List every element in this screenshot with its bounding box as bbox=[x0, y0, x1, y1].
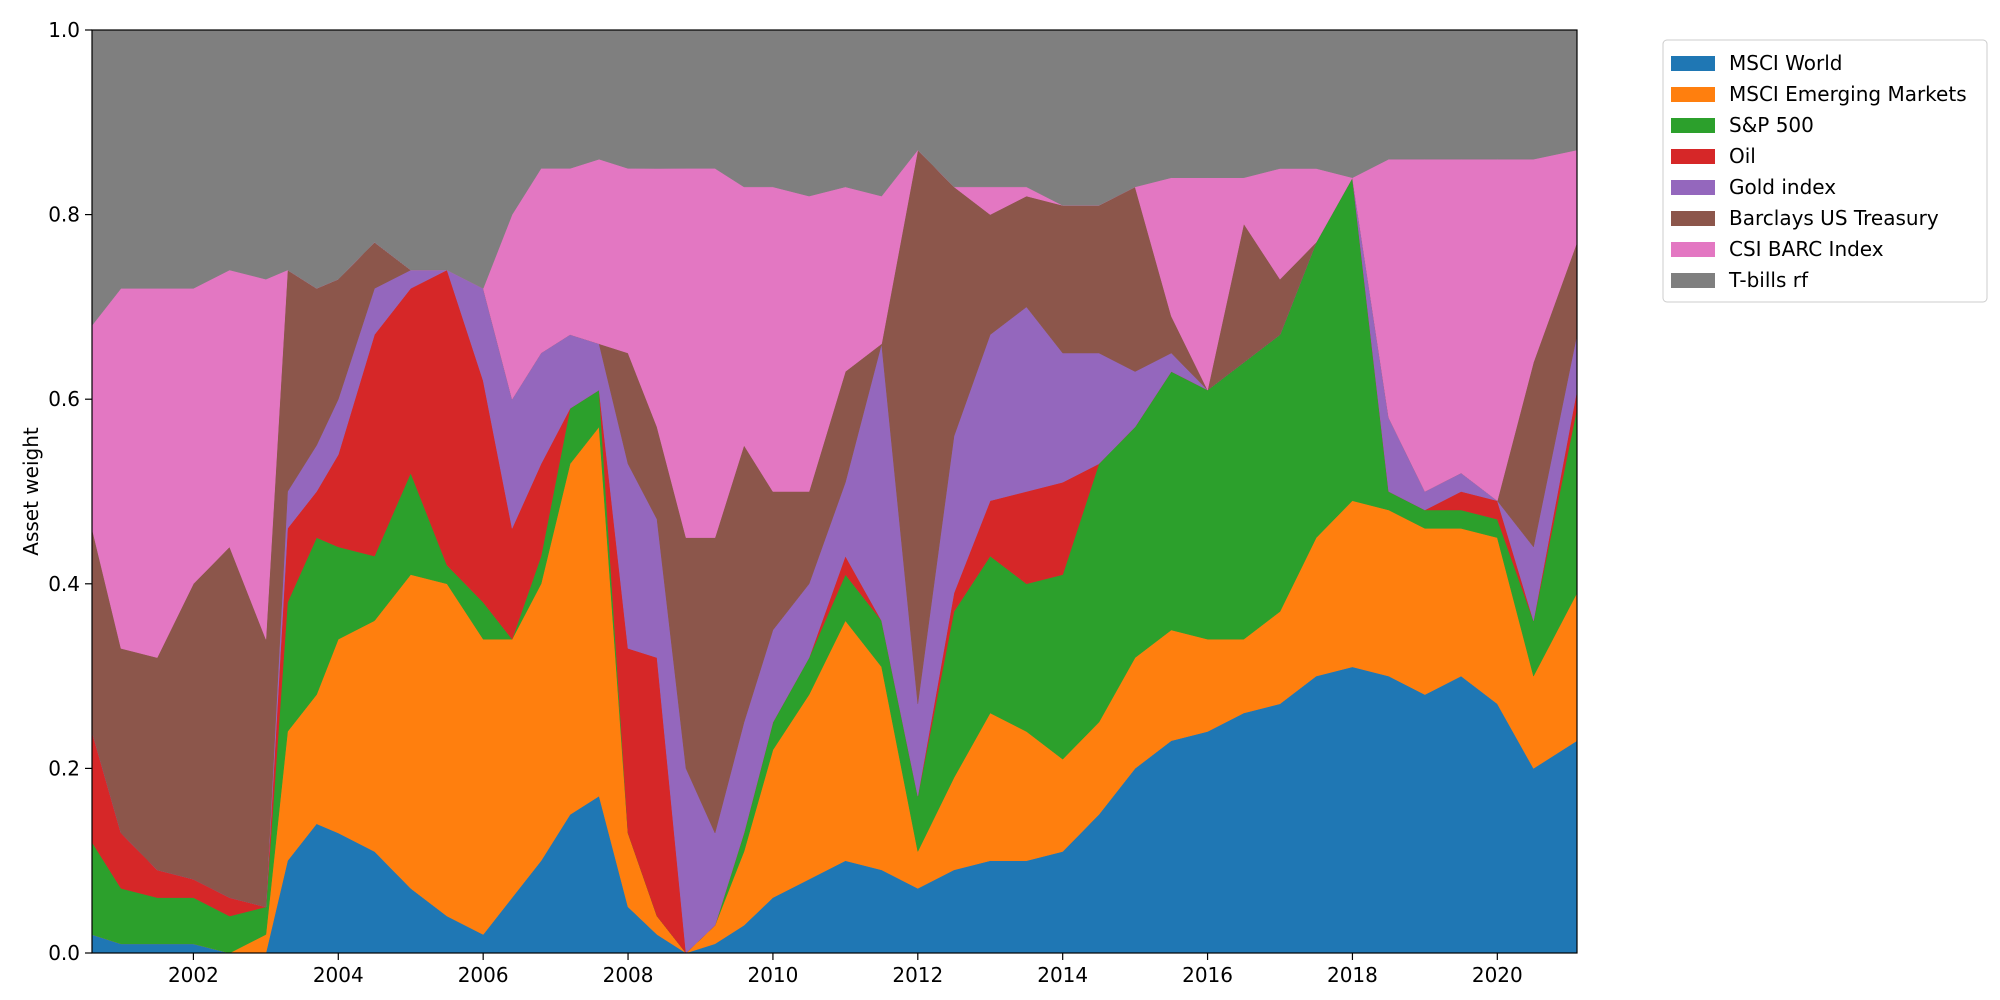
x-axis: 2002 2004 2006 2008 2010 2012 2014 2016 2018 2020 bbox=[168, 953, 1523, 987]
x-tick-label: 2008 bbox=[603, 963, 654, 987]
x-tick-label: 2002 bbox=[168, 963, 219, 987]
area-series-group bbox=[91, 29, 1578, 954]
legend-label: Barclays US Treasury bbox=[1729, 206, 1939, 230]
x-tick-label: 2004 bbox=[313, 963, 364, 987]
y-tick-label: 0.0 bbox=[48, 941, 80, 965]
legend-label: MSCI World bbox=[1729, 51, 1843, 75]
legend-swatch bbox=[1671, 87, 1715, 102]
legend-swatch bbox=[1671, 242, 1715, 257]
legend-swatch bbox=[1671, 180, 1715, 195]
x-tick-label: 2010 bbox=[747, 963, 798, 987]
y-tick-label: 0.4 bbox=[48, 572, 80, 596]
legend-swatch bbox=[1671, 118, 1715, 133]
y-tick-label: 1.0 bbox=[48, 18, 80, 42]
y-tick-label: 0.8 bbox=[48, 203, 80, 227]
x-tick-label: 2018 bbox=[1327, 963, 1378, 987]
legend-swatch bbox=[1671, 211, 1715, 226]
legend-label: S&P 500 bbox=[1729, 113, 1814, 137]
y-axis-label: Asset weight bbox=[19, 427, 43, 556]
y-tick-label: 0.2 bbox=[48, 756, 80, 780]
legend-box bbox=[1662, 39, 1988, 303]
x-tick-label: 2020 bbox=[1472, 963, 1523, 987]
legend: MSCI World MSCI Emerging Markets S&P 500 Oi… bbox=[1662, 39, 1988, 303]
y-axis: 0.0 0.2 0.4 0.6 0.8 1.0 bbox=[48, 18, 92, 965]
legend-label: T-bills rf bbox=[1728, 268, 1809, 292]
legend-label: CSI BARC Index bbox=[1729, 237, 1884, 261]
x-tick-label: 2006 bbox=[458, 963, 509, 987]
x-tick-label: 2016 bbox=[1182, 963, 1233, 987]
legend-label: Oil bbox=[1729, 144, 1756, 168]
legend-label: MSCI Emerging Markets bbox=[1729, 82, 1967, 106]
legend-swatch bbox=[1671, 273, 1715, 288]
legend-swatch bbox=[1671, 149, 1715, 164]
legend-swatch bbox=[1671, 56, 1715, 71]
plot-frame bbox=[91, 29, 1578, 954]
x-tick-label: 2014 bbox=[1037, 963, 1088, 987]
x-tick-label: 2012 bbox=[892, 963, 943, 987]
legend-label: Gold index bbox=[1729, 175, 1836, 199]
y-tick-label: 0.6 bbox=[48, 387, 80, 411]
